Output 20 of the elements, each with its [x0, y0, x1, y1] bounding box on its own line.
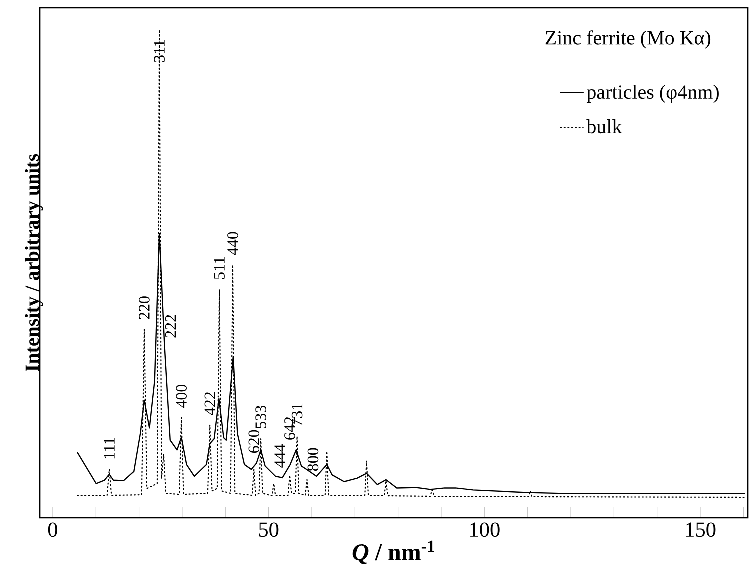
annotation: 220	[139, 296, 150, 320]
annotation: 440	[228, 232, 238, 256]
annotation: 444	[274, 444, 286, 468]
annotation: 620	[248, 430, 260, 454]
annotation: 111	[104, 438, 115, 459]
chart-title: Zinc ferrite (Mo Kα)	[546, 30, 711, 49]
annotation: 533	[256, 406, 266, 428]
annotation: 400	[176, 384, 187, 408]
x-axis-title: Q / nm$^{-1}$	[352, 540, 434, 564]
annotation: 800	[308, 448, 319, 472]
annotation: 222	[165, 315, 176, 338]
legend-label: particles (φ4nm)	[586, 85, 719, 104]
x-tick-label: 150	[686, 522, 716, 538]
x-tick-label: 0	[48, 522, 58, 538]
annotation: 422	[204, 392, 216, 416]
x-tick-label: 50	[259, 522, 279, 538]
y-axis-title: Intensity / arbitrary units	[25, 154, 44, 372]
annotation: 511	[214, 258, 225, 280]
x-tick-label: 100	[470, 522, 500, 538]
legend-label: bulk	[586, 120, 622, 134]
